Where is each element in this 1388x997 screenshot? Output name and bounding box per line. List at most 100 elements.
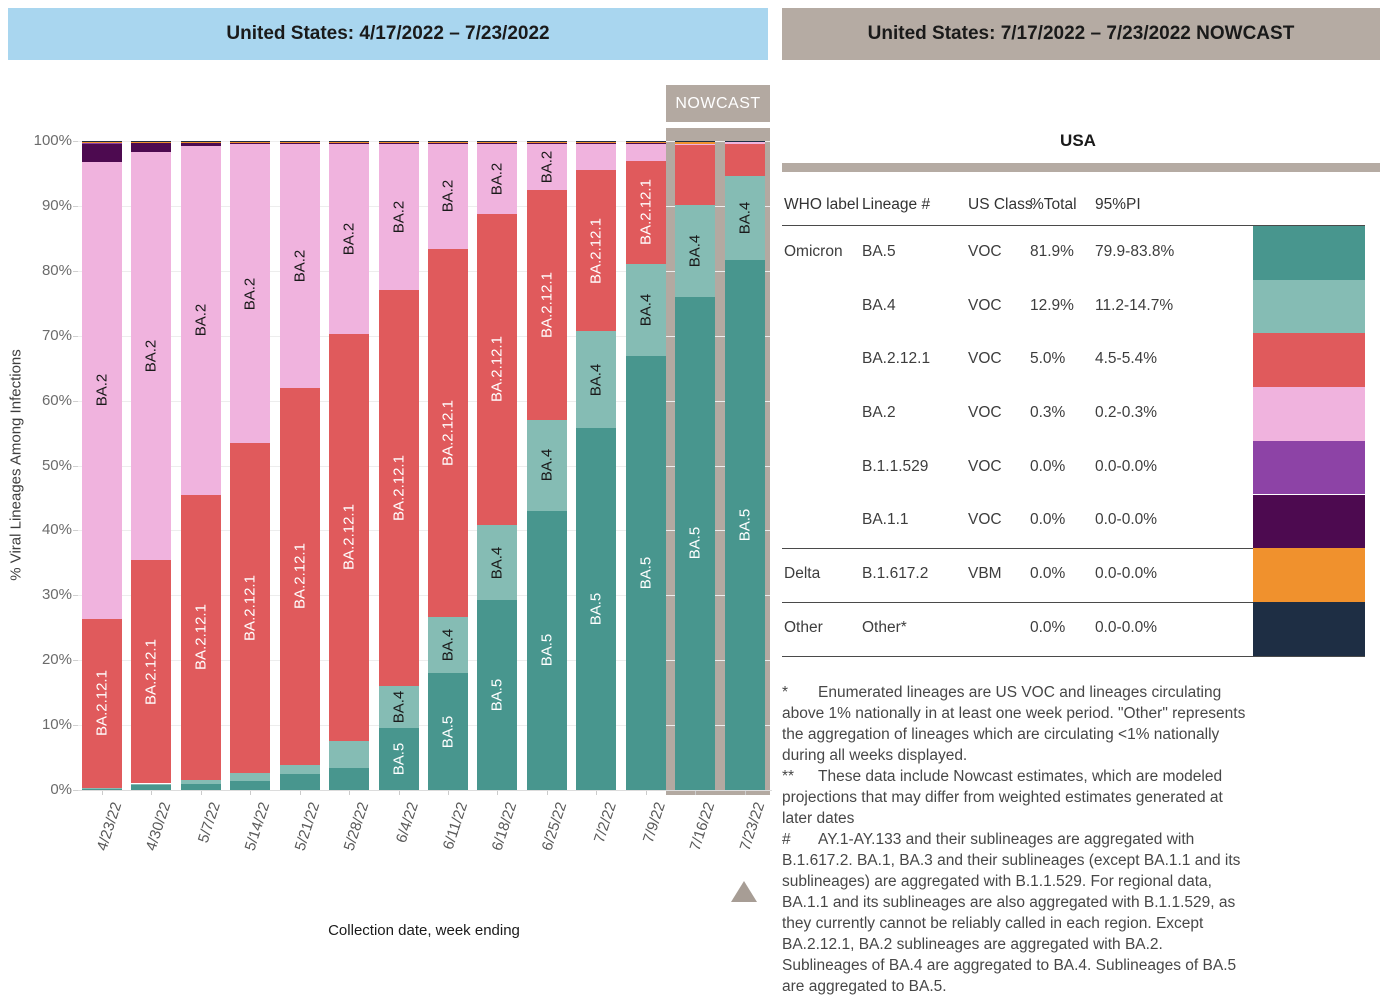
bar-segment-BA.2[interactable]: BA.2	[526, 143, 567, 191]
bar-segment-BA.2.12.1[interactable]: BA.2.12.1	[477, 213, 518, 525]
bar-segment-B.1.1.529[interactable]	[526, 142, 567, 143]
bar-segment-B.1.617.2[interactable]	[526, 141, 567, 143]
bar-segment-B.1.617.2[interactable]	[279, 141, 320, 143]
bar-segment-Other[interactable]	[378, 141, 419, 142]
bar-segment-Other[interactable]	[625, 141, 666, 142]
bar-segment-BA.4[interactable]	[230, 773, 271, 781]
bar-7/9/22[interactable]: BA.5 BA.4 BA.2.12.1	[625, 141, 666, 790]
bar-4/30/22[interactable]: BA.2.12.1 BA.2	[131, 141, 172, 790]
bar-segment-BA.4[interactable]: BA.4	[477, 524, 518, 601]
bar-segment-BA.5[interactable]	[230, 780, 271, 790]
bar-segment-BA.1.1[interactable]	[180, 142, 221, 146]
bar-segment-BA.1.1[interactable]	[477, 142, 518, 144]
bar-segment-BA.4[interactable]: BA.4	[378, 686, 419, 728]
bar-segment-B.1.1.529[interactable]	[131, 142, 172, 143]
bar-segment-BA.1.1[interactable]	[279, 142, 320, 144]
bar-segment-BA.2.12.1[interactable]: BA.2.12.1	[428, 248, 468, 617]
bar-segment-BA.5[interactable]: BA.5	[526, 510, 567, 790]
bar-4/23/22[interactable]: BA.2.12.1 BA.2	[82, 141, 122, 790]
bar-segment-Other[interactable]	[329, 141, 370, 142]
bar-segment-BA.4[interactable]: BA.4	[576, 331, 617, 428]
bar-segment-Other[interactable]	[82, 141, 122, 142]
bar-segment-BA.2.12.1[interactable]: BA.2.12.1	[131, 559, 172, 784]
bar-segment-B.1.617.2[interactable]	[82, 141, 122, 143]
bar-segment-B.1.617.2[interactable]	[329, 141, 370, 143]
bar-segment-BA.2[interactable]: BA.2	[82, 161, 122, 619]
bar-segment-BA.1.1[interactable]	[230, 142, 271, 144]
bar-segment-BA.2[interactable]: BA.2	[131, 152, 172, 560]
bar-segment-BA.2[interactable]: BA.2	[477, 143, 518, 214]
bar-segment-BA.2.12.1[interactable]: BA.2.12.1	[625, 161, 666, 264]
bar-7/23/22[interactable]: BA.5 BA.4	[724, 141, 765, 790]
bar-segment-BA.2[interactable]	[625, 143, 666, 162]
bar-segment-Other[interactable]	[724, 141, 765, 142]
bar-segment-BA.2.12.1[interactable]: BA.2.12.1	[576, 170, 617, 332]
bar-segment-BA.1.1[interactable]	[428, 142, 468, 144]
bar-segment-B.1.1.529[interactable]	[180, 142, 221, 143]
bar-segment-BA.5[interactable]: BA.5	[477, 600, 518, 790]
bar-segment-B.1.1.529[interactable]	[477, 142, 518, 143]
bar-segment-BA.2.12.1[interactable]	[724, 143, 765, 176]
bar-segment-BA.1.1[interactable]	[576, 142, 617, 144]
bar-segment-Other[interactable]	[477, 141, 518, 142]
bar-5/7/22[interactable]: BA.2.12.1 BA.2	[180, 141, 221, 790]
bar-segment-BA.2[interactable]	[724, 141, 765, 144]
bar-segment-B.1.617.2[interactable]	[378, 141, 419, 143]
bar-segment-BA.1.1[interactable]	[329, 142, 370, 144]
bar-segment-B.1.1.529[interactable]	[625, 142, 666, 143]
bar-segment-B.1.1.529[interactable]	[428, 142, 468, 143]
bar-segment-Other[interactable]	[675, 141, 716, 143]
bar-segment-BA.2.12.1[interactable]: BA.2.12.1	[180, 495, 221, 780]
bar-segment-BA.5[interactable]: BA.5	[428, 673, 468, 790]
bar-segment-B.1.1.529[interactable]	[576, 142, 617, 143]
bar-segment-BA.1.1[interactable]	[625, 142, 666, 144]
bar-segment-B.1.617.2[interactable]	[428, 141, 468, 143]
bar-segment-B.1.617.2[interactable]	[576, 141, 617, 143]
bar-segment-B.1.617.2[interactable]	[675, 142, 716, 144]
bar-segment-BA.2[interactable]: BA.2	[279, 143, 320, 388]
bar-segment-B.1.1.529[interactable]	[329, 142, 370, 143]
bar-segment-BA.2[interactable]: BA.2	[230, 143, 271, 444]
bar-segment-BA.5[interactable]	[279, 774, 320, 790]
bar-segment-BA.2.12.1[interactable]: BA.2.12.1	[526, 190, 567, 421]
bar-segment-Other[interactable]	[279, 141, 320, 142]
bar-5/14/22[interactable]: BA.2.12.1 BA.2	[230, 141, 271, 790]
bar-6/18/22[interactable]: BA.5 BA.4 BA.2.12.1 BA.2	[477, 141, 518, 790]
bar-5/21/22[interactable]: BA.2.12.1 BA.2	[279, 141, 320, 790]
bar-segment-BA.2[interactable]	[675, 143, 716, 145]
bar-segment-BA.4[interactable]	[180, 779, 221, 784]
bar-segment-Other[interactable]	[526, 141, 567, 142]
bar-segment-BA.1.1[interactable]	[378, 142, 419, 144]
bar-segment-BA.4[interactable]: BA.4	[724, 175, 765, 260]
bar-segment-BA.2.12.1[interactable]: BA.2.12.1	[82, 618, 122, 789]
bar-segment-BA.5[interactable]: BA.5	[576, 427, 617, 790]
bar-segment-Other[interactable]	[230, 141, 271, 142]
bar-segment-BA.5[interactable]: BA.5	[724, 259, 765, 790]
bar-7/2/22[interactable]: BA.5 BA.4 BA.2.12.1	[576, 141, 617, 790]
bar-segment-B.1.1.529[interactable]	[279, 142, 320, 143]
bar-segment-BA.5[interactable]	[82, 788, 122, 790]
bar-segment-BA.5[interactable]	[131, 785, 172, 790]
bar-segment-BA.2.12.1[interactable]: BA.2.12.1	[329, 333, 370, 741]
bar-segment-Other[interactable]	[428, 141, 468, 142]
bar-segment-BA.5[interactable]: BA.5	[675, 296, 716, 790]
bar-segment-Other[interactable]	[180, 141, 221, 142]
bar-segment-BA.2.12.1[interactable]: BA.2.12.1	[378, 290, 419, 687]
bar-segment-BA.2[interactable]: BA.2	[428, 143, 468, 249]
bar-6/25/22[interactable]: BA.5 BA.4 BA.2.12.1 BA.2	[526, 141, 567, 790]
bar-segment-B.1.1.529[interactable]	[378, 142, 419, 143]
bar-segment-B.1.1.529[interactable]	[82, 142, 122, 145]
bar-segment-BA.1.1[interactable]	[526, 142, 567, 144]
bar-segment-BA.2.12.1[interactable]: BA.2.12.1	[279, 387, 320, 766]
bar-segment-BA.1.1[interactable]	[82, 144, 122, 162]
bar-segment-B.1.617.2[interactable]	[230, 141, 271, 143]
bar-segment-BA.2[interactable]: BA.2	[329, 143, 370, 334]
bar-segment-BA.1.1[interactable]	[131, 142, 172, 153]
bar-segment-BA.4[interactable]	[329, 740, 370, 768]
bar-segment-BA.2[interactable]	[576, 143, 617, 171]
bar-segment-BA.2.12.1[interactable]: BA.2.12.1	[230, 443, 271, 774]
bar-segment-B.1.617.2[interactable]	[131, 141, 172, 143]
bar-segment-BA.5[interactable]	[329, 767, 370, 790]
nowcast-pointer-triangle[interactable]	[731, 881, 757, 902]
bar-segment-BA.2[interactable]: BA.2	[180, 145, 221, 496]
